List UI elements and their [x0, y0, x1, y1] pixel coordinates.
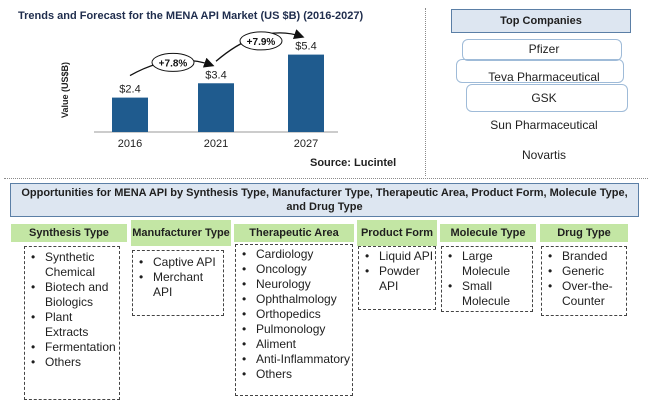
growth-label: +7.9% — [247, 37, 276, 48]
bar-2016 — [112, 97, 148, 132]
top-companies-title: Top Companies — [451, 9, 631, 33]
growth-badge — [151, 52, 195, 72]
column-header-therapeutic-area: Therapeutic Area — [234, 224, 354, 242]
column-list-manufacturer-type: Captive API Merchant API — [132, 250, 224, 316]
list-item: Oncology — [236, 262, 352, 277]
growth-badge — [239, 31, 283, 51]
list-item: Others — [25, 355, 119, 370]
data-label: $3.4 — [205, 69, 226, 81]
column-header-synthesis-type: Synthesis Type — [11, 224, 127, 242]
column-list-therapeutic-area: Cardiology Oncology Neurology Ophthalmol… — [235, 244, 353, 396]
list-item: Plant Extracts — [25, 310, 119, 340]
bar-chart: Value (US$B) $2.4 2016 $3.4 2021 $5.4 2027 +7… — [60, 29, 338, 150]
opportunities-title: Opportunities for MENA API by Synthesis … — [10, 183, 639, 217]
column-header-manufacturer-type: Manufacturer Type — [131, 220, 231, 246]
list-item: Powder API — [359, 264, 435, 294]
list-item: Small Molecule — [442, 279, 532, 309]
column-list-synthesis-type: Synthetic Chemical Biotech and Biologics… — [24, 246, 120, 400]
bar-2021 — [198, 83, 234, 132]
list-item: Over-the-Counter — [542, 279, 626, 309]
column-header-molecule-type: Molecule Type — [440, 224, 536, 242]
x-tick-label: 2021 — [204, 138, 228, 150]
data-label: $2.4 — [119, 84, 140, 96]
list-item: Ophthalmology — [236, 292, 352, 307]
chart-title: Trends and Forecast for the MENA API Mar… — [18, 10, 364, 22]
list-item: Synthetic Chemical — [25, 250, 119, 280]
list-item: Pulmonology — [236, 322, 352, 337]
list-item: Generic — [542, 264, 626, 279]
list-item: Merchant API — [133, 270, 223, 300]
company-item: Sun Pharmaceutical — [490, 118, 598, 132]
company-item: GSK — [531, 91, 557, 105]
source-note: Source: Lucintel — [310, 157, 397, 169]
column-header-drug-type: Drug Type — [540, 224, 628, 242]
column-header-product-form: Product Form — [357, 220, 437, 246]
company-item: Teva Pharmaceutical — [488, 70, 600, 84]
x-tick-label: 2027 — [294, 138, 318, 150]
company-item: Pfizer — [528, 42, 560, 56]
column-list-drug-type: Branded Generic Over-the-Counter — [541, 246, 627, 316]
data-label: $5.4 — [295, 41, 316, 53]
growth-label: +7.8% — [159, 58, 188, 69]
list-item: Fermentation — [25, 340, 119, 355]
list-item: Orthopedics — [236, 307, 352, 322]
company-item: Novartis — [521, 148, 566, 162]
horizontal-divider — [4, 178, 648, 179]
list-item: Biotech and Biologics — [25, 280, 119, 310]
company-frame — [462, 39, 622, 61]
column-list-product-form: Liquid API Powder API — [358, 246, 436, 310]
list-item: Neurology — [236, 277, 352, 292]
column-list-molecule-type: Large Molecule Small Molecule — [441, 246, 533, 312]
bar-2027 — [288, 54, 324, 132]
list-item: Anti-Inflammatory — [236, 352, 352, 367]
list-item: Cardiology — [236, 247, 352, 262]
list-item: Large Molecule — [442, 249, 532, 279]
list-item: Liquid API — [359, 249, 435, 264]
list-item: Others — [236, 367, 352, 382]
list-item: Aliment — [236, 337, 352, 352]
list-item: Captive API — [133, 255, 223, 270]
company-frame — [456, 59, 624, 83]
list-item: Branded — [542, 249, 626, 264]
y-axis-label: Value (US$B) — [60, 62, 70, 118]
company-frame — [466, 84, 628, 112]
x-tick-label: 2016 — [118, 138, 142, 150]
vertical-divider — [425, 8, 426, 176]
